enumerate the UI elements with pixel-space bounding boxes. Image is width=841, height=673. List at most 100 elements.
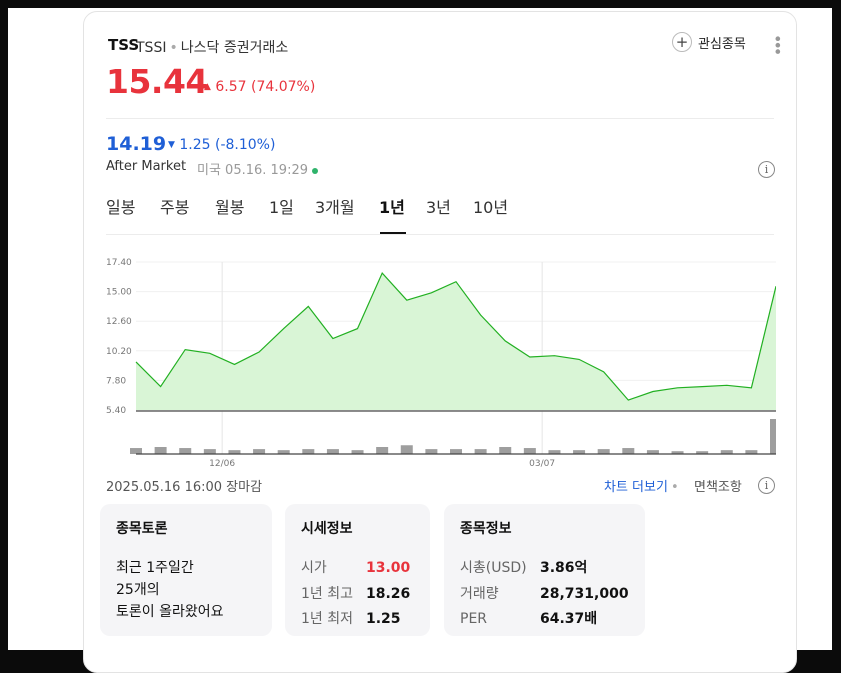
browser-viewport: TSS TSSI • 나스닥 증권거래소 + 관심종목 ••• 15.44 ▲ 6.… (8, 8, 832, 673)
tab-4[interactable]: 3개월 (315, 198, 355, 217)
info-value: 1.25 (366, 611, 401, 627)
active-tab-underline (380, 232, 406, 234)
volume-bar (720, 450, 733, 454)
after-market-price: 14.19 (106, 133, 167, 155)
tab-1[interactable]: 주봉 (160, 198, 190, 217)
info-row-volume: 거래량 28,731,000 (460, 583, 629, 603)
tab-3[interactable]: 1일 (269, 198, 294, 217)
volume-bar (179, 448, 192, 454)
volume-bar (450, 449, 462, 454)
volume-bar (130, 448, 142, 454)
volume-bar (696, 451, 709, 454)
info-value: 64.37배 (540, 611, 598, 627)
price-change: ▲ 6.57 (74.07%) (204, 79, 315, 95)
volume-bar (425, 449, 438, 454)
after-market-timestamp: 미국 05.16. 19:29 (197, 159, 318, 178)
tab-2[interactable]: 월봉 (215, 198, 245, 217)
info-label: 시총(USD) (460, 560, 527, 576)
price-line (135, 272, 776, 401)
info-label: 시가 (301, 560, 327, 576)
tab-5[interactable]: 1년 (379, 198, 405, 217)
info-label: PER (460, 611, 488, 627)
info-label: 1년 최고 (301, 586, 353, 602)
disclaimer-link[interactable]: 면책조항 (694, 480, 742, 495)
discussion-count: 25개의 (116, 582, 160, 598)
divider (106, 234, 774, 235)
tab-6[interactable]: 3년 (426, 198, 451, 217)
volume-bar (770, 419, 776, 454)
ticker-symbol: TSSI (136, 40, 167, 56)
separator-dot: • (670, 480, 679, 495)
stock-info-title: 종목정보 (460, 521, 512, 537)
up-triangle-icon: ▲ (204, 82, 211, 92)
info-row-open: 시가 13.00 (301, 557, 410, 577)
chart-more-link[interactable]: 차트 더보기 • (604, 476, 682, 495)
am-change-percent: (-8.10%) (215, 137, 276, 153)
volume-bar (646, 450, 659, 454)
separator-dot: • (169, 40, 178, 56)
market-info-box[interactable]: 시세정보 시가 13.00 1년 최고 18.26 1년 최저 1.25 (285, 504, 430, 636)
info-icon[interactable]: i (758, 477, 775, 494)
change-percent: (74.07%) (251, 79, 316, 95)
y-tick-label: 10.20 (106, 347, 132, 357)
discussion-line1: 최근 1주일간 (116, 560, 194, 576)
volume-bar (154, 447, 167, 454)
volume-bar (548, 450, 561, 454)
y-tick-label: 12.60 (106, 317, 132, 327)
down-triangle-icon: ▼ (168, 140, 175, 150)
volume-bar (400, 445, 413, 454)
volume-bar (523, 448, 536, 454)
volume-bar (277, 450, 290, 454)
y-tick-label: 5.40 (106, 406, 126, 416)
tab-0[interactable]: 일봉 (106, 198, 136, 217)
ticker-subtitle: TSSI • 나스닥 증권거래소 (136, 37, 288, 57)
market-close-info: 2025.05.16 16:00 장마감 (106, 480, 263, 495)
volume-bar (253, 449, 266, 454)
stock-info-box[interactable]: 종목정보 시총(USD) 3.86억 거래량 28,731,000 PER 64.37… (444, 504, 645, 636)
y-tick-label: 7.80 (106, 376, 126, 386)
price-chart[interactable]: 17.40 15.00 12.60 10.20 7.80 5.40 12/06 03/07 (106, 244, 776, 469)
info-row-per: PER 64.37배 (460, 608, 597, 628)
x-tick-label: 12/06 (209, 459, 235, 469)
price-area (136, 273, 776, 410)
current-price: 15.44 (106, 62, 208, 101)
after-market-label: After Market (106, 159, 187, 174)
info-icon[interactable]: i (758, 161, 775, 178)
y-tick-label: 17.40 (106, 258, 132, 268)
more-menu-icon[interactable]: ••• (768, 34, 787, 54)
discussion-box[interactable]: 종목토론 최근 1주일간 25개의 토론이 올라왔어요 (100, 504, 272, 636)
info-label: 거래량 (460, 586, 499, 602)
discussion-line3: 토론이 올라왔어요 (116, 604, 224, 620)
watchlist-button[interactable]: + 관심종목 (672, 32, 746, 52)
market-info-title: 시세정보 (301, 521, 353, 537)
volume-bar (351, 450, 364, 454)
volume-bar (573, 450, 586, 454)
info-value: 3.86억 (540, 560, 588, 576)
divider (106, 118, 774, 119)
ticker-name: TSS (108, 36, 140, 54)
change-value: 6.57 (215, 79, 247, 95)
plus-icon: + (672, 32, 692, 52)
volume-bar (203, 449, 216, 454)
discussion-title: 종목토론 (116, 521, 168, 537)
watchlist-label: 관심종목 (698, 36, 746, 52)
volume-bar (376, 447, 389, 454)
info-value: 13.00 (366, 560, 411, 576)
volume-bar (622, 448, 635, 454)
exchange-name: 나스닥 증권거래소 (180, 40, 289, 56)
stock-card: TSS TSSI • 나스닥 증권거래소 + 관심종목 ••• 15.44 ▲ 6.… (83, 11, 797, 673)
live-dot-icon (312, 167, 318, 174)
info-row-low: 1년 최저 1.25 (301, 608, 401, 628)
y-tick-label: 15.00 (106, 288, 132, 298)
after-market-change: ▼ 1.25 (-8.10%) (168, 137, 275, 153)
volume-bar (597, 449, 610, 454)
volume-bar (671, 451, 684, 454)
volume-bar (326, 449, 339, 454)
am-timestamp-text: 미국 05.16. 19:29 (197, 163, 308, 178)
info-label: 1년 최저 (301, 611, 353, 627)
info-row-high: 1년 최고 18.26 (301, 583, 410, 603)
tab-7[interactable]: 10년 (473, 198, 509, 217)
info-value: 28,731,000 (540, 586, 629, 602)
volume-bar (499, 447, 512, 454)
volume-bar (745, 450, 758, 454)
